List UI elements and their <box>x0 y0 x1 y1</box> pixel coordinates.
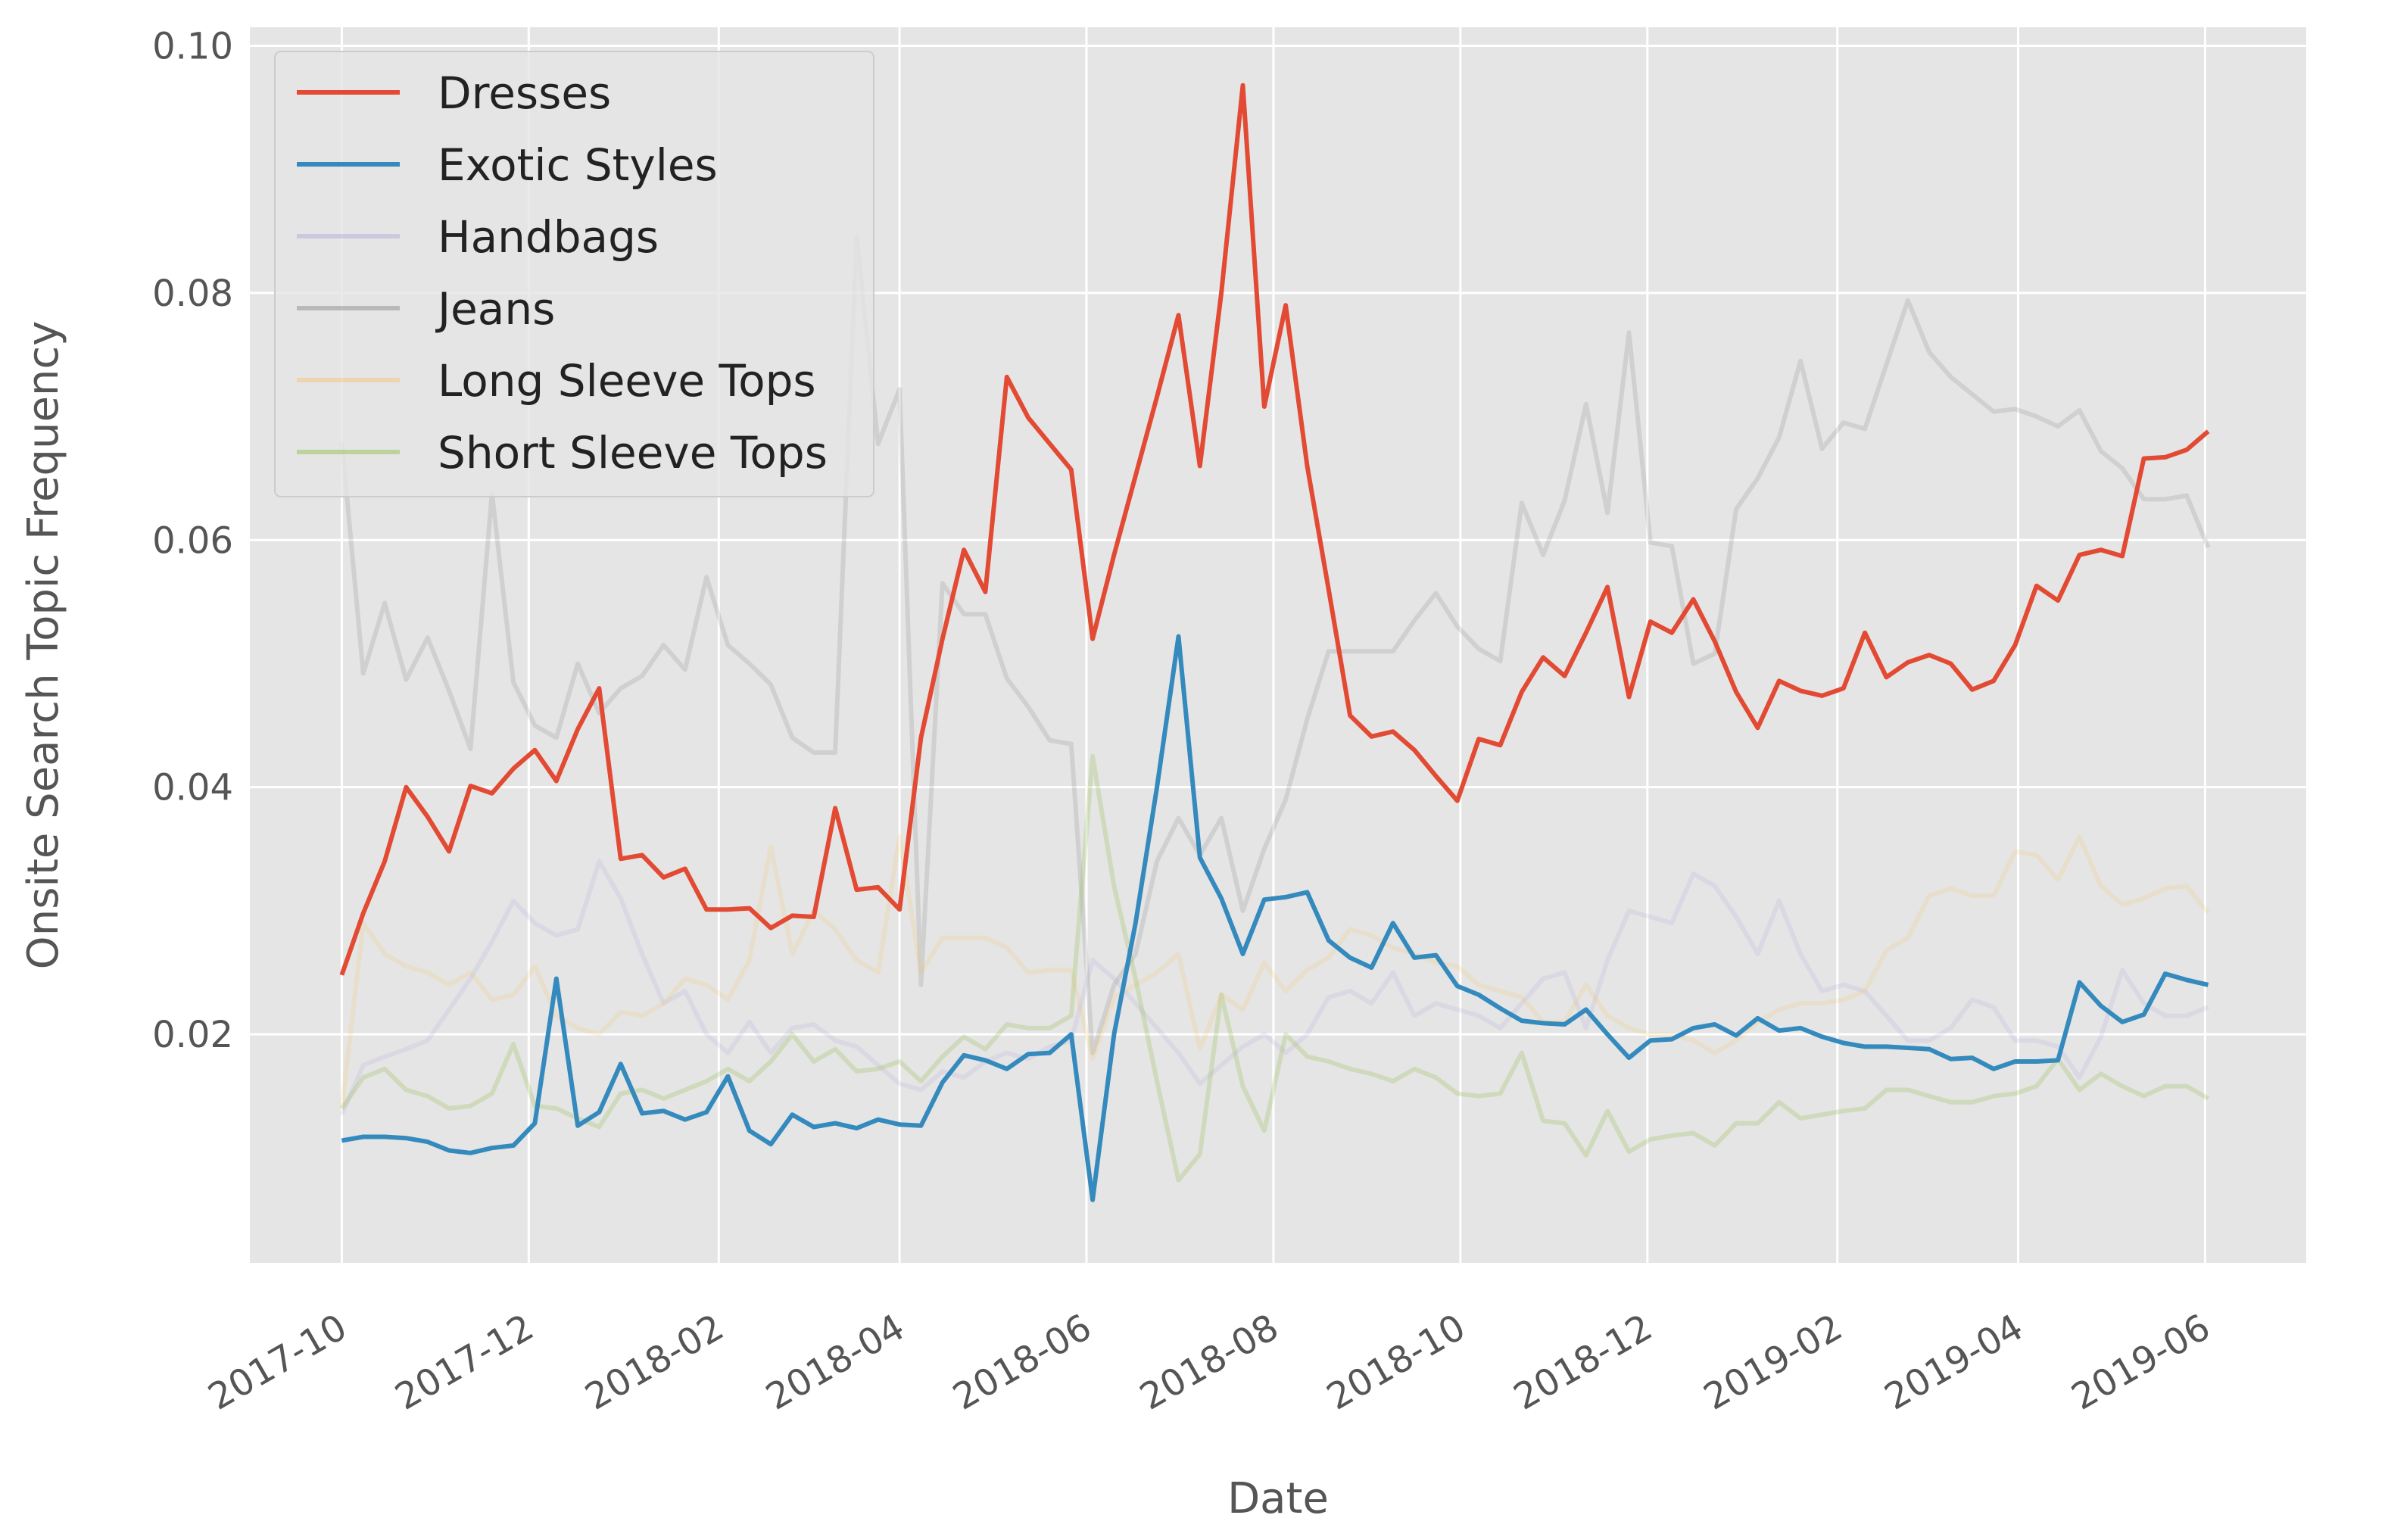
y-tick-label: 0.06 <box>152 519 233 562</box>
series-line-short-sleeve-tops <box>339 753 2209 1183</box>
legend: Dresses Exotic Styles Handbags Jeans Long Sl… <box>274 51 874 497</box>
legend-label: Jeans <box>435 283 555 335</box>
y-axis-label: Onsite Search Topic Frequency <box>19 321 68 970</box>
series-line-handbags <box>339 859 2209 1116</box>
y-tick-label: 0.10 <box>152 25 233 67</box>
series-lines <box>339 83 2211 1202</box>
series-line-long-sleeve-tops <box>339 834 2210 1109</box>
x-tick-label: 2018-10 <box>1320 1306 1473 1419</box>
x-tick-label: 2018-12 <box>1507 1306 1660 1419</box>
x-axis-label: Date <box>1227 1474 1329 1523</box>
legend-frame <box>274 51 874 497</box>
legend-label: Handbags <box>438 211 659 263</box>
x-tick-label: 2019-04 <box>1878 1306 2031 1419</box>
y-tick-label: 0.08 <box>152 273 233 315</box>
legend-label: Dresses <box>438 67 611 119</box>
legend-label: Short Sleeve Tops <box>438 427 828 479</box>
x-axis-ticks: 2017-10 2017-12 2018-02 2018-04 2018-06 2018-… <box>201 1306 2218 1419</box>
y-axis-ticks: 0.02 0.04 0.06 0.08 0.10 <box>152 25 233 1056</box>
x-tick-label: 2017-10 <box>201 1306 354 1419</box>
x-tick-label: 2019-06 <box>2065 1306 2218 1419</box>
series-line-jeans <box>339 235 2211 1055</box>
x-tick-label: 2019-02 <box>1697 1306 1850 1419</box>
x-tick-label: 2017-12 <box>388 1306 541 1419</box>
x-tick-label: 2018-08 <box>1133 1306 1286 1419</box>
series-line-dresses <box>339 83 2210 976</box>
series-line-exotic-styles <box>341 634 2209 1202</box>
x-tick-label: 2018-02 <box>578 1306 731 1419</box>
x-tick-label: 2018-06 <box>946 1306 1099 1419</box>
legend-label: Exotic Styles <box>438 139 718 191</box>
y-tick-label: 0.02 <box>152 1014 233 1056</box>
x-tick-label: 2018-04 <box>759 1306 912 1419</box>
legend-label: Long Sleeve Tops <box>438 355 816 407</box>
y-tick-label: 0.04 <box>152 767 233 809</box>
